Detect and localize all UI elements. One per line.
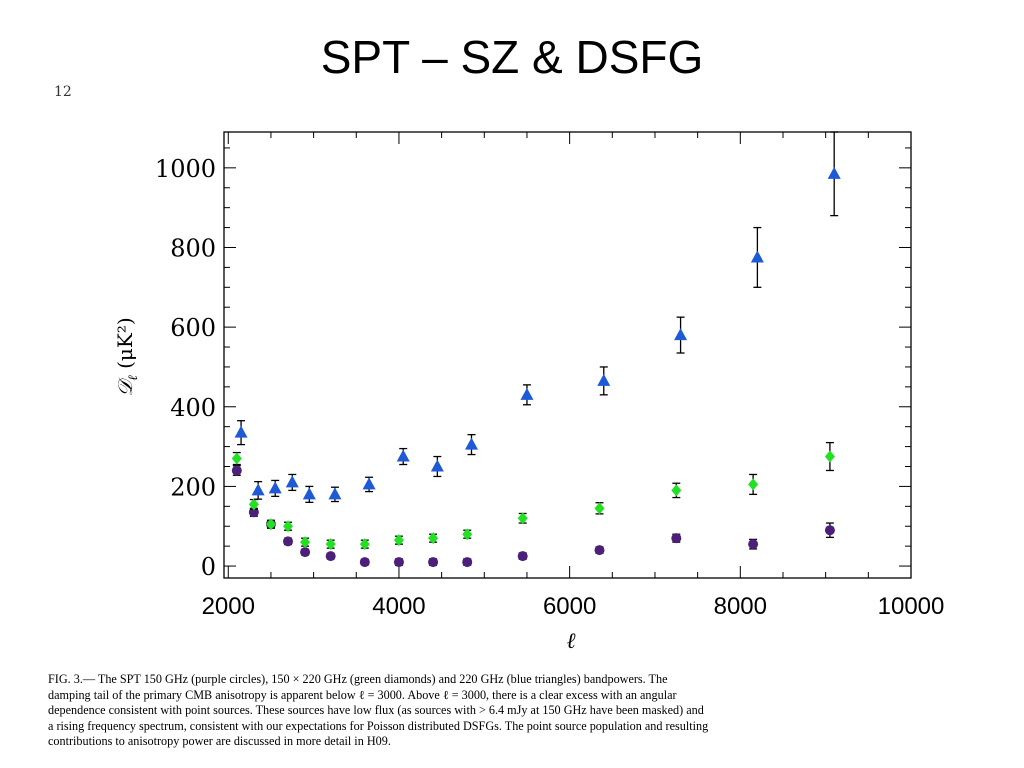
y-axis-label-units: (μK²) [113, 317, 137, 369]
point-triangle [396, 449, 410, 462]
point-diamond [671, 484, 682, 497]
point-diamond [231, 452, 242, 465]
bandpower-chart: 2000 4000 6000 8000 10000 0 200 400 600 800 1000 ℓ… [113, 131, 944, 654]
x-tick-label: 6000 [543, 593, 596, 620]
point-triangle [302, 487, 316, 500]
point-diamond [594, 502, 605, 515]
caption-line: dependence consistent with point sources… [48, 703, 704, 718]
y-axis-label-symbol: 𝒟 [113, 377, 137, 397]
caption-line: contributions to anisotropy power are di… [48, 734, 391, 749]
point-triangle [268, 481, 282, 494]
point-circle [283, 536, 294, 547]
y-axis-label: 𝒟ℓ (μK²) [113, 317, 141, 396]
x-tick-label: 8000 [714, 593, 767, 620]
point-triangle [328, 487, 342, 500]
point-diamond [325, 538, 336, 551]
point-diamond [517, 512, 528, 525]
point-diamond [283, 520, 294, 533]
data-series [231, 131, 841, 568]
point-triangle [362, 477, 376, 490]
point-diamond [462, 528, 473, 541]
point-circle [517, 551, 528, 562]
x-axis-label: ℓ [566, 629, 576, 654]
point-diamond [265, 518, 276, 531]
y-tick-label: 0 [201, 553, 216, 581]
plot-frame [223, 131, 912, 579]
y-axis-label-subscript: ℓ [126, 375, 141, 381]
point-circle [393, 557, 404, 568]
point-diamond [428, 532, 439, 545]
x-tick-label: 4000 [372, 593, 425, 620]
y-tick-label: 1000 [155, 155, 216, 183]
point-triangle [520, 387, 534, 400]
plot-border [223, 131, 912, 579]
point-circle [594, 545, 605, 556]
point-diamond [359, 538, 370, 551]
point-circle [671, 533, 682, 544]
caption-line: damping tail of the primary CMB anisotro… [48, 687, 677, 702]
caption-line: FIG. 3.— The SPT 150 GHz (purple circles… [48, 672, 668, 686]
point-triangle [674, 328, 688, 341]
point-triangle [285, 475, 299, 488]
point-diamond [300, 536, 311, 549]
series-circle [231, 465, 835, 568]
point-circle [325, 551, 336, 562]
slide-title: SPT – SZ & DSFG [320, 31, 704, 83]
point-circle [824, 525, 835, 536]
point-circle [359, 557, 370, 568]
point-circle [300, 547, 311, 558]
axis-ticks [224, 132, 912, 578]
point-triangle [234, 425, 248, 438]
page-number: 12 [54, 84, 72, 100]
figure-caption: FIG. 3.— The SPT 150 GHz (purple circles… [48, 672, 1008, 750]
point-circle [428, 557, 439, 568]
point-circle [462, 557, 473, 568]
tick-labels: 2000 4000 6000 8000 10000 0 200 400 600 800 1000 [155, 155, 944, 620]
point-circle [231, 465, 242, 476]
y-tick-label: 600 [170, 314, 216, 342]
point-triangle [597, 373, 611, 386]
point-diamond [393, 534, 404, 547]
caption-line: a rising frequency spectrum, consistent … [48, 718, 709, 733]
point-triangle [827, 166, 841, 179]
point-triangle [750, 250, 764, 263]
point-circle [248, 507, 259, 518]
point-triangle [251, 483, 265, 496]
svg-text:𝒟ℓ (μK²): 𝒟ℓ (μK²) [113, 317, 141, 396]
point-diamond [748, 478, 759, 491]
x-tick-label: 2000 [202, 593, 255, 620]
point-circle [748, 539, 759, 550]
y-tick-label: 200 [170, 473, 216, 501]
y-tick-label: 400 [170, 394, 216, 422]
point-diamond [824, 450, 835, 463]
x-tick-label: 10000 [878, 593, 945, 620]
series-triangle [234, 131, 841, 503]
point-triangle [430, 459, 444, 472]
point-diamond [248, 498, 259, 511]
point-triangle [464, 437, 478, 450]
y-tick-label: 800 [170, 234, 216, 262]
series-diamond [231, 441, 835, 551]
